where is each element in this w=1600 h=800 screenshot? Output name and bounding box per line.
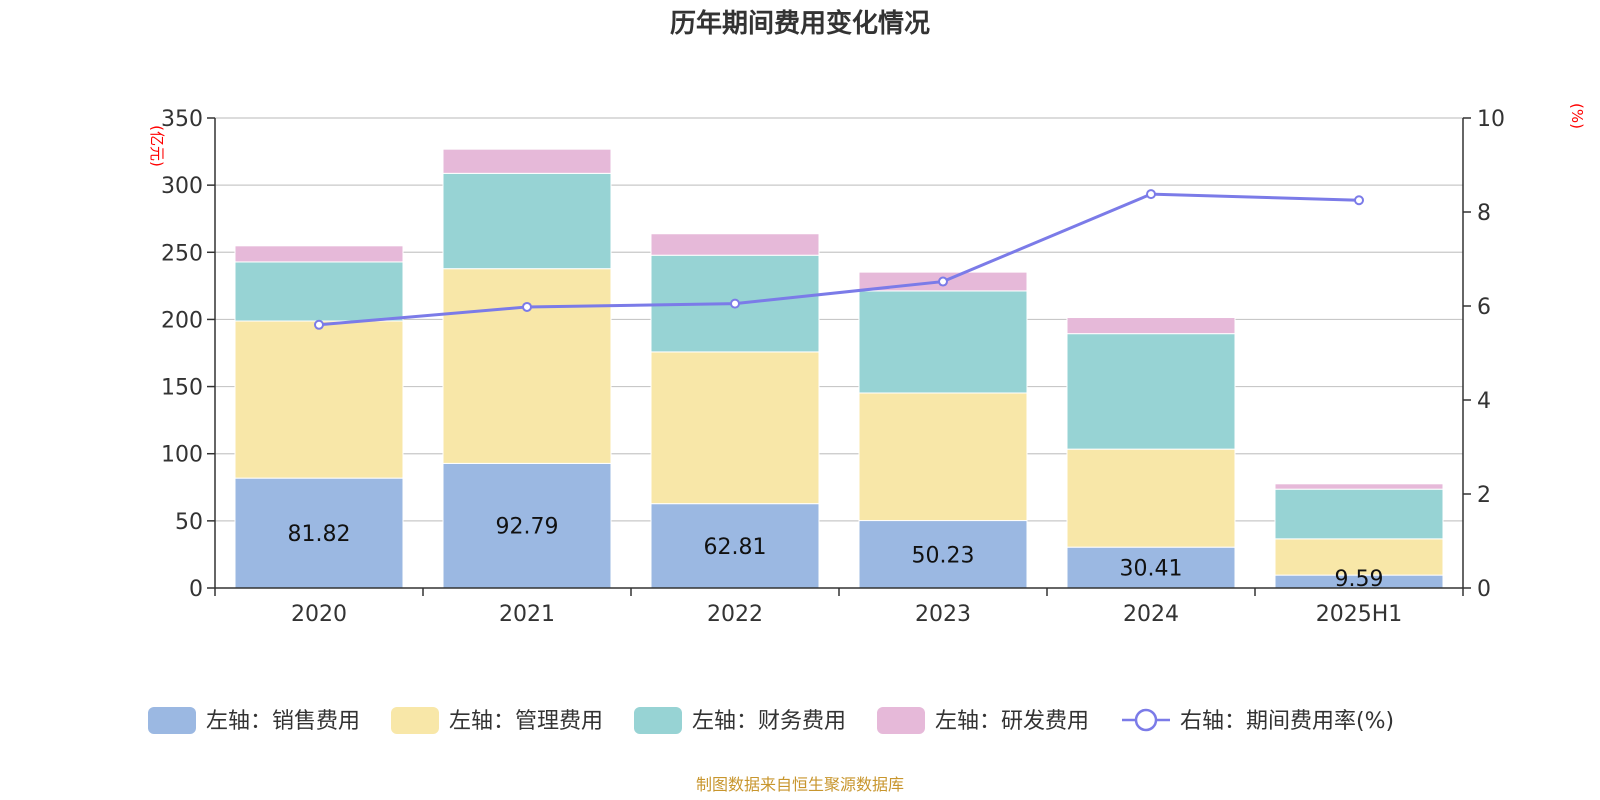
bar-segment (234, 261, 404, 322)
x-tick-label: 2020 (291, 602, 347, 627)
bar-segment (1066, 333, 1236, 450)
bar-segment (1274, 483, 1444, 490)
rate-point (1354, 195, 1364, 206)
x-tick-label: 2022 (707, 602, 763, 627)
right-tick-label: 4 (1477, 389, 1491, 414)
bar-segment (1066, 448, 1236, 548)
bar-segment (442, 172, 612, 270)
axes: 0 50 100 150 200 250 300 350 0 2 4 6 8 10 2020 2021 2022… (161, 107, 1505, 627)
rate-point (938, 276, 948, 287)
legend-label: 左轴：研发费用 (935, 709, 1089, 734)
bar-value-label: 62.81 (704, 535, 767, 560)
x-tick-label: 2023 (915, 602, 971, 627)
right-tick-label: 8 (1477, 201, 1491, 226)
x-tick-label: 2024 (1123, 602, 1179, 627)
legend-label: 右轴：期间费用率(%) (1180, 709, 1394, 734)
legend-label: 左轴：销售费用 (206, 709, 360, 734)
left-tick-label: 350 (161, 107, 203, 132)
legend-swatch (634, 707, 682, 734)
bar-segment (442, 268, 612, 464)
bar-segment (858, 392, 1028, 522)
bar-segment (1274, 488, 1444, 540)
left-tick-label: 150 (161, 376, 203, 401)
bar-segment (650, 351, 820, 505)
right-tick-label: 2 (1477, 483, 1491, 508)
bar-value-label: 50.23 (912, 543, 975, 568)
left-tick-label: 300 (161, 174, 203, 199)
bar-segment (1066, 317, 1236, 335)
bar-segment (1274, 538, 1444, 576)
legend: 左轴：销售费用 左轴：管理费用 左轴：财务费用 左轴：研发费用 右轴：期间费用率(%) (148, 707, 1394, 734)
left-tick-label: 50 (175, 510, 203, 535)
bar-value-label: 30.41 (1120, 557, 1183, 582)
legend-label: 左轴：财务费用 (692, 709, 846, 734)
chart-title: 历年期间费用变化情况 (670, 8, 930, 39)
bar-segment (1066, 546, 1236, 589)
bar-value-label: 92.79 (496, 515, 559, 540)
bar-segment (442, 462, 612, 589)
legend-label: 左轴：管理费用 (449, 709, 603, 734)
right-tick-label: 10 (1477, 107, 1505, 132)
x-tick-label: 2025H1 (1316, 602, 1403, 627)
bar-segment (234, 320, 404, 479)
rate-point (314, 319, 324, 330)
right-tick-label: 6 (1477, 295, 1491, 320)
rate-point (1146, 189, 1156, 200)
bar-segment (858, 520, 1028, 589)
left-tick-label: 200 (161, 308, 203, 333)
bars (234, 148, 1444, 589)
legend-swatch (148, 707, 196, 734)
source-note: 制图数据来自恒生聚源数据库 (696, 775, 904, 794)
gridlines (215, 117, 1463, 522)
bar-segment (650, 233, 820, 256)
rate-point (730, 298, 740, 309)
x-tick-label: 2021 (499, 602, 555, 627)
left-tick-label: 0 (189, 577, 203, 602)
bar-segment (234, 245, 404, 263)
right-tick-label: 0 (1477, 577, 1491, 602)
bar-segment (442, 148, 612, 174)
left-axis-unit: (亿元) (148, 125, 166, 167)
right-axis-unit: (%) (1568, 103, 1586, 129)
legend-swatch (391, 707, 439, 734)
bar-value-label: 81.82 (288, 522, 351, 547)
rate-line (314, 189, 1364, 330)
bar-segment (858, 290, 1028, 394)
legend-swatch (877, 707, 925, 734)
left-tick-label: 100 (161, 443, 203, 468)
left-tick-label: 250 (161, 241, 203, 266)
rate-point (522, 301, 532, 312)
bar-segment (650, 503, 820, 589)
legend-marker (1134, 708, 1158, 732)
rate-line-path (318, 192, 1360, 327)
